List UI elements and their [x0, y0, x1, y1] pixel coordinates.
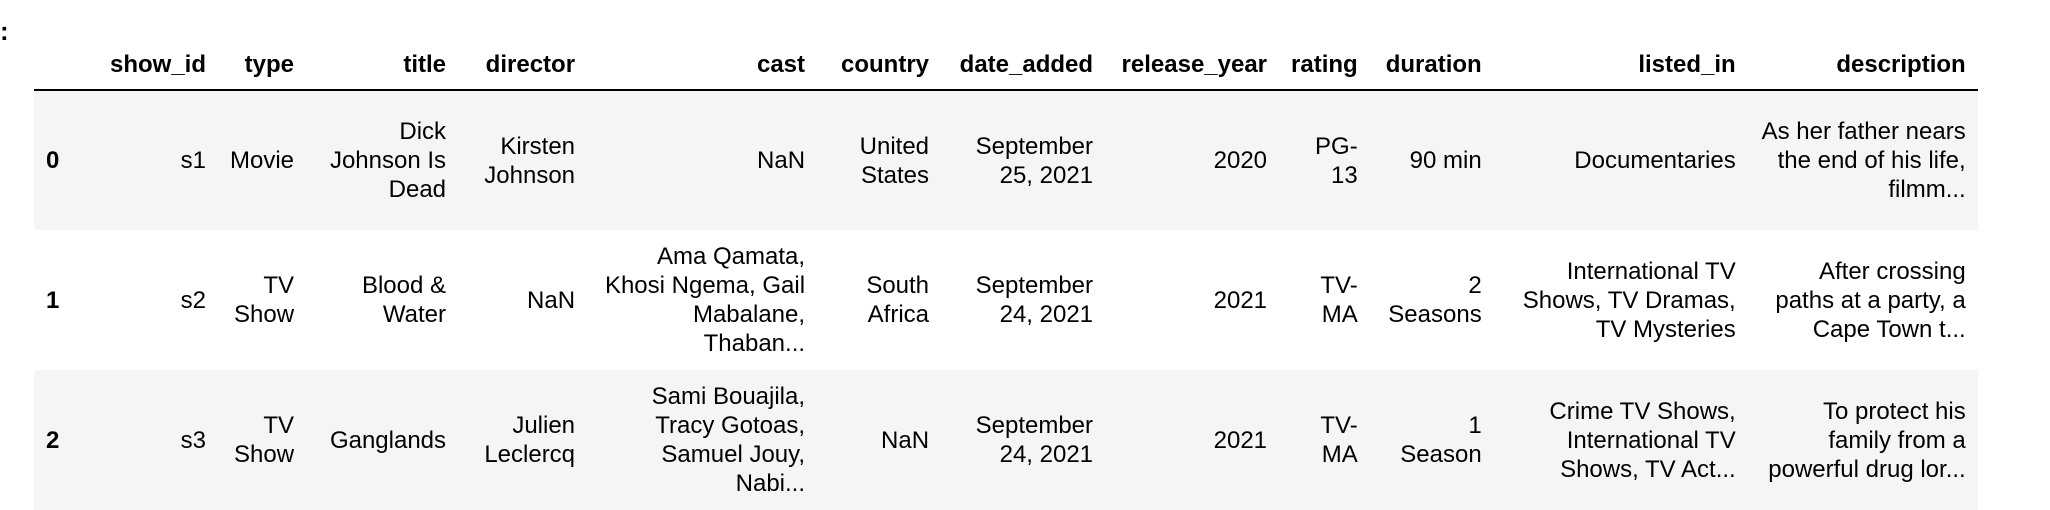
cell-country: NaN — [881, 426, 930, 454]
column-header-show-id: show_id — [94, 40, 218, 91]
cell-cast: NaN — [757, 147, 806, 174]
table-row: 2 s3 TV Show Ganglands Julien Leclercq S… — [34, 370, 1978, 510]
cell-rating: PG-13 — [1315, 132, 1358, 189]
column-header-duration: duration — [1369, 40, 1494, 91]
column-header-type: type — [218, 40, 307, 91]
output-prompt-marker: : — [0, 16, 9, 46]
row-index: 1 — [46, 286, 60, 314]
row-index: 0 — [46, 147, 60, 174]
cell-release-year: 2020 — [1213, 147, 1268, 174]
cell-duration: 1 Season — [1400, 412, 1482, 468]
cell-cast: Ama Qamata, Khosi Ngema, Gail Mabalane, … — [604, 243, 806, 357]
column-header-country: country — [817, 40, 942, 91]
cell-description: To protect his family from a powerful dr… — [1768, 397, 1966, 483]
column-header-rating: rating — [1279, 40, 1370, 91]
column-header-director: director — [458, 40, 588, 91]
cell-director: Julien Leclercq — [484, 412, 576, 468]
cell-show-id: s3 — [180, 426, 206, 454]
cell-cast: Sami Bouajila, Tracy Gotoas, Samuel Jouy… — [651, 383, 806, 497]
cell-release-year: 2021 — [1213, 286, 1268, 314]
cell-listed-in: Crime TV Shows, International TV Shows, … — [1549, 397, 1736, 483]
cell-show-id: s2 — [180, 286, 206, 314]
column-header-date-added: date_added — [941, 40, 1106, 91]
table-row: 1 s2 TV Show Blood & Water NaN Ama Qamat… — [34, 230, 1978, 370]
cell-type: TV Show — [233, 272, 295, 328]
cell-country: South Africa — [866, 272, 930, 328]
cell-title: Dick Johnson Is Dead — [329, 118, 447, 203]
cell-type: TV Show — [233, 412, 295, 468]
cell-release-year: 2021 — [1213, 426, 1268, 454]
cell-duration: 90 min — [1409, 147, 1482, 174]
index-header — [34, 40, 94, 91]
cell-description: As her father nears the end of his life,… — [1761, 118, 1966, 203]
cell-description: After crossing paths at a party, a Cape … — [1775, 257, 1966, 343]
column-header-cast: cast — [587, 40, 818, 91]
cell-date-added: September 24, 2021 — [975, 412, 1094, 468]
cell-rating: TV-MA — [1320, 272, 1358, 328]
cell-type: Movie — [230, 147, 295, 174]
cell-duration: 2 Seasons — [1388, 272, 1482, 328]
cell-country: United States — [859, 132, 930, 189]
cell-title: Blood & Water — [361, 272, 447, 328]
column-header-description: description — [1747, 40, 1978, 91]
cell-date-added: September 25, 2021 — [975, 132, 1094, 189]
cell-date-added: September 24, 2021 — [975, 272, 1094, 328]
column-header-release-year: release_year — [1105, 40, 1280, 91]
dataframe-output: show_id type title director cast country… — [34, 40, 1978, 510]
column-header-title: title — [306, 40, 459, 91]
table-row: 0 s1 Movie Dick Johnson Is Dead Kirsten … — [34, 90, 1978, 230]
dataframe-table: show_id type title director cast country… — [34, 40, 1978, 510]
cell-listed-in: Documentaries — [1574, 147, 1736, 174]
row-index: 2 — [46, 426, 60, 454]
column-header-listed-in: listed_in — [1493, 40, 1748, 91]
cell-title: Ganglands — [329, 426, 447, 454]
cell-listed-in: International TV Shows, TV Dramas, TV My… — [1522, 257, 1736, 343]
header-row: show_id type title director cast country… — [34, 40, 1978, 91]
cell-director: NaN — [527, 286, 576, 314]
cell-director: Kirsten Johnson — [484, 132, 576, 189]
cell-rating: TV-MA — [1320, 412, 1358, 468]
table-body: 0 s1 Movie Dick Johnson Is Dead Kirsten … — [34, 90, 1978, 510]
table-header: show_id type title director cast country… — [34, 40, 1978, 91]
cell-show-id: s1 — [180, 147, 206, 174]
